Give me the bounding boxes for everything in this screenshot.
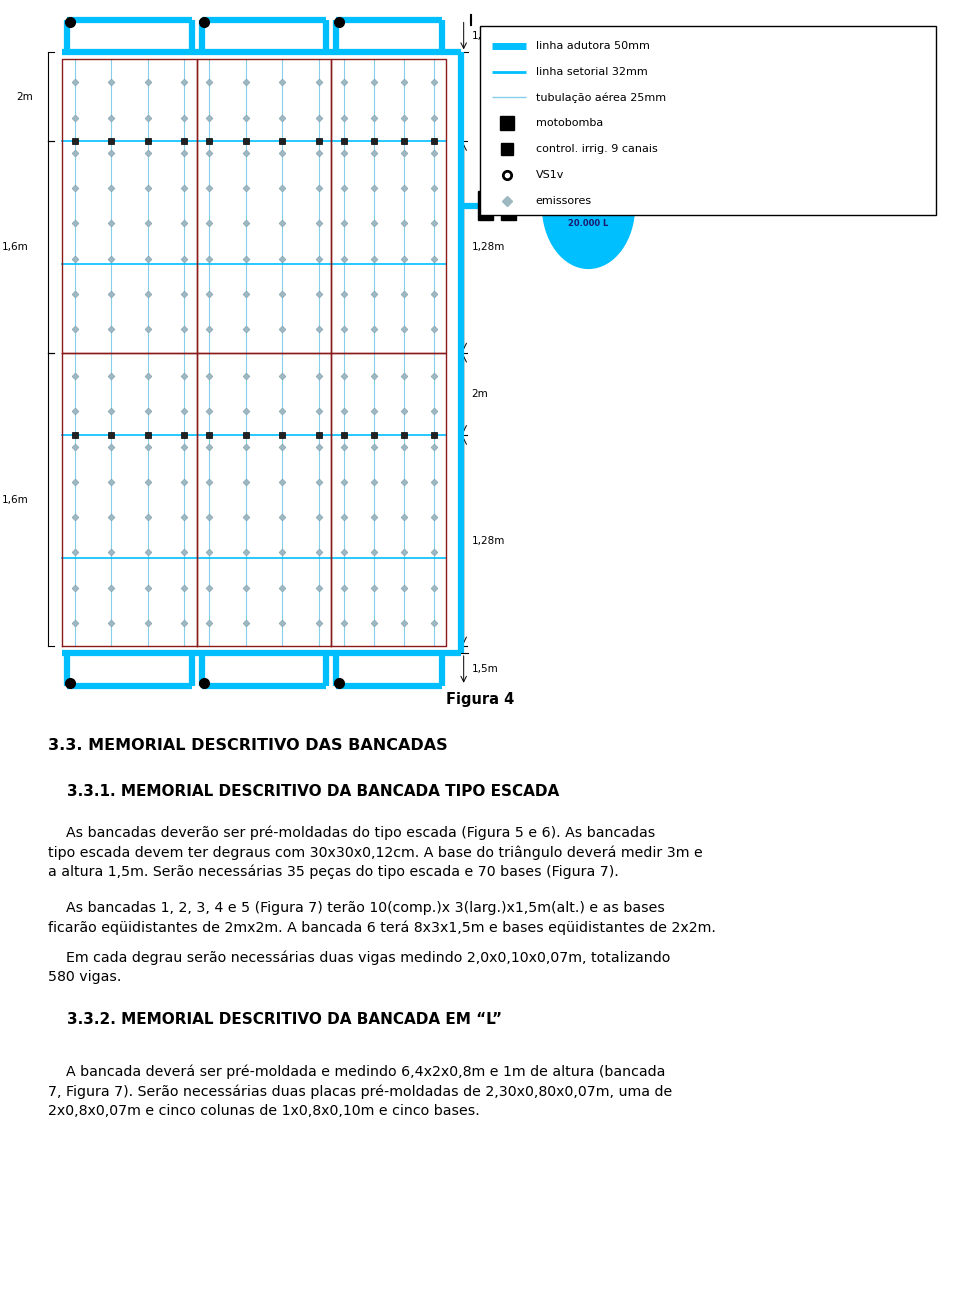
Text: 1,5m: 1,5m: [471, 31, 498, 40]
Bar: [501, 191, 516, 219]
Text: Caixa: Caixa: [575, 180, 602, 189]
Text: linha setorial 32mm: linha setorial 32mm: [536, 67, 647, 77]
Text: 1,5m: 1,5m: [471, 665, 498, 674]
Text: 1,28m: 1,28m: [471, 242, 505, 252]
Text: tubulação aérea 25mm: tubulação aérea 25mm: [536, 93, 666, 103]
Text: 20.000 L: 20.000 L: [568, 219, 609, 229]
Text: Figura 4: Figura 4: [445, 692, 515, 707]
Text: 2m: 2m: [471, 389, 488, 398]
Text: As bancadas 1, 2, 3, 4 e 5 (Figura 7) terão 10(comp.)x 3(larg.)x1,5m(alt.) e as : As bancadas 1, 2, 3, 4 e 5 (Figura 7) te…: [48, 901, 716, 935]
Text: D'água: D'água: [571, 200, 606, 209]
Text: A bancada deverá ser pré-moldada e medindo 6,4x2x0,8m e 1m de altura (bancada
7,: A bancada deverá ser pré-moldada e medin…: [48, 1064, 672, 1118]
Text: linha adutora 50mm: linha adutora 50mm: [536, 40, 650, 51]
Circle shape: [542, 142, 635, 269]
Text: 3.3. MEMORIAL DESCRITIVO DAS BANCADAS: 3.3. MEMORIAL DESCRITIVO DAS BANCADAS: [48, 738, 447, 752]
Text: 1,28m: 1,28m: [471, 535, 505, 546]
Text: 2m: 2m: [16, 91, 33, 102]
Text: 3.3.1. MEMORIAL DESCRITIVO DA BANCADA TIPO ESCADA: 3.3.1. MEMORIAL DESCRITIVO DA BANCADA TI…: [67, 784, 560, 798]
Text: control. irrig. 9 canais: control. irrig. 9 canais: [536, 145, 658, 154]
Text: 1,6m: 1,6m: [2, 495, 29, 504]
Text: motobomba: motobomba: [536, 119, 603, 128]
Text: 1,6m: 1,6m: [2, 242, 29, 252]
Text: VS1v: VS1v: [536, 170, 564, 180]
Text: 3.3.2. MEMORIAL DESCRITIVO DA BANCADA EM “L”: 3.3.2. MEMORIAL DESCRITIVO DA BANCADA EM…: [67, 1012, 502, 1027]
Bar: [478, 191, 493, 219]
Text: Em cada degrau serão necessárias duas vigas medindo 2,0x0,10x0,07m, totalizando
: Em cada degrau serão necessárias duas vi…: [48, 951, 670, 985]
Text: As bancadas deverão ser pré-moldadas do tipo escada (Figura 5 e 6). As bancadas
: As bancadas deverão ser pré-moldadas do …: [48, 825, 703, 879]
Text: emissores: emissores: [536, 196, 591, 206]
FancyBboxPatch shape: [480, 26, 936, 215]
